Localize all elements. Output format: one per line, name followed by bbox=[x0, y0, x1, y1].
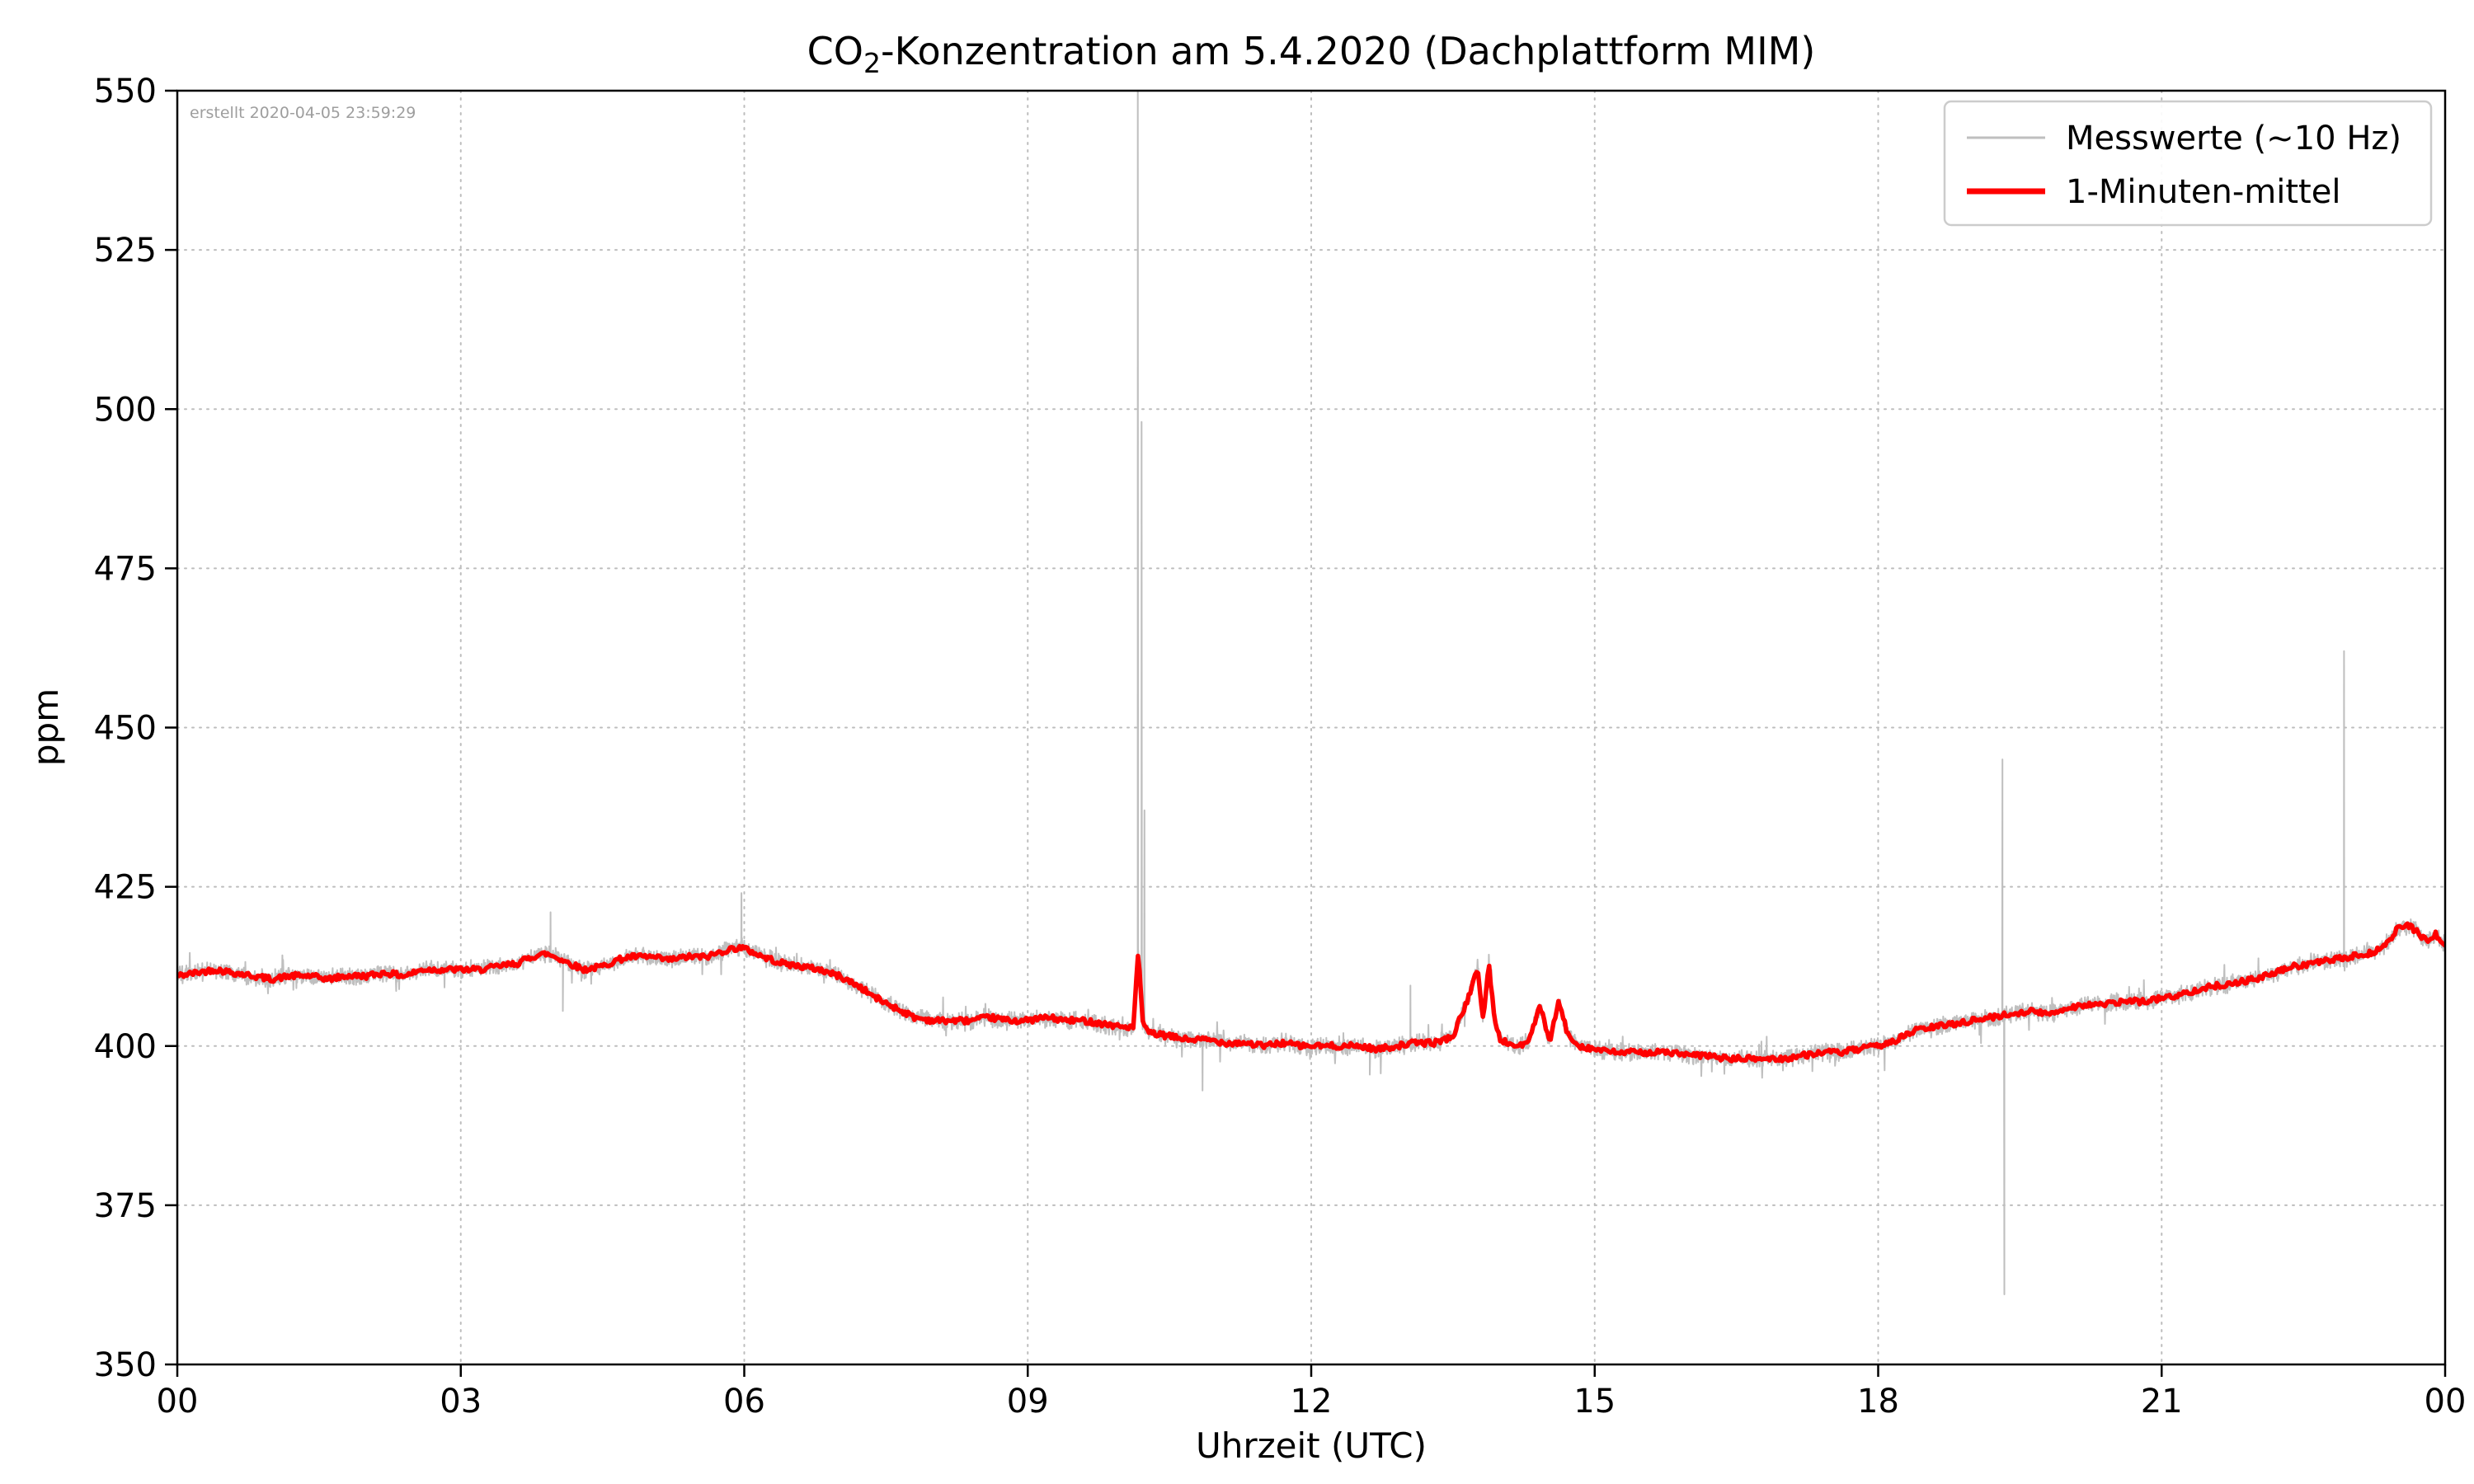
y-tick-label: 525 bbox=[94, 232, 157, 270]
y-tick-label: 375 bbox=[94, 1187, 157, 1225]
x-tick-label: 12 bbox=[1291, 1383, 1333, 1421]
y-tick-label: 425 bbox=[94, 869, 157, 907]
y-tick-label: 350 bbox=[94, 1346, 157, 1384]
minute-mean-line bbox=[177, 921, 2445, 1064]
axis-ticks bbox=[165, 89, 2447, 1377]
y-axis-label: ppm bbox=[26, 688, 66, 766]
x-tick-label: 03 bbox=[440, 1383, 482, 1421]
legend-box bbox=[1943, 100, 2433, 227]
grid-lines bbox=[176, 90, 2446, 1365]
x-tick-label: 21 bbox=[2141, 1383, 2183, 1421]
raw-measurements-line bbox=[177, 91, 2445, 1295]
series-layer bbox=[177, 91, 2445, 1295]
y-tick-label: 400 bbox=[94, 1028, 157, 1066]
y-tick-label: 550 bbox=[94, 73, 157, 110]
chart-title: CO2-Konzentration am 5.4.2020 (Dachplatt… bbox=[807, 29, 1816, 79]
x-axis-label: Uhrzeit (UTC) bbox=[1196, 1425, 1427, 1466]
y-tick-label: 500 bbox=[94, 391, 157, 429]
y-tick-label: 450 bbox=[94, 710, 157, 748]
created-timestamp-annotation: erstellt 2020-04-05 23:59:29 bbox=[190, 104, 416, 122]
y-tick-label: 475 bbox=[94, 550, 157, 588]
x-tick-label: 06 bbox=[723, 1383, 765, 1421]
legend-mean-label: 1-Minuten-mittel bbox=[2066, 173, 2340, 211]
legend: Messwerte (~10 Hz) 1-Minuten-mittel bbox=[1943, 100, 2433, 227]
x-tick-label: 18 bbox=[1857, 1383, 1899, 1421]
x-tick-label: 15 bbox=[1573, 1383, 1616, 1421]
x-tick-label: 00 bbox=[157, 1383, 199, 1421]
x-tick-label: 00 bbox=[2425, 1383, 2467, 1421]
x-tick-label: 09 bbox=[1007, 1383, 1049, 1421]
axis-tick-labels: 00 03 06 09 12 15 18 21 003503754004254504755005… bbox=[94, 73, 2467, 1421]
legend-raw-label: Messwerte (~10 Hz) bbox=[2066, 120, 2401, 157]
